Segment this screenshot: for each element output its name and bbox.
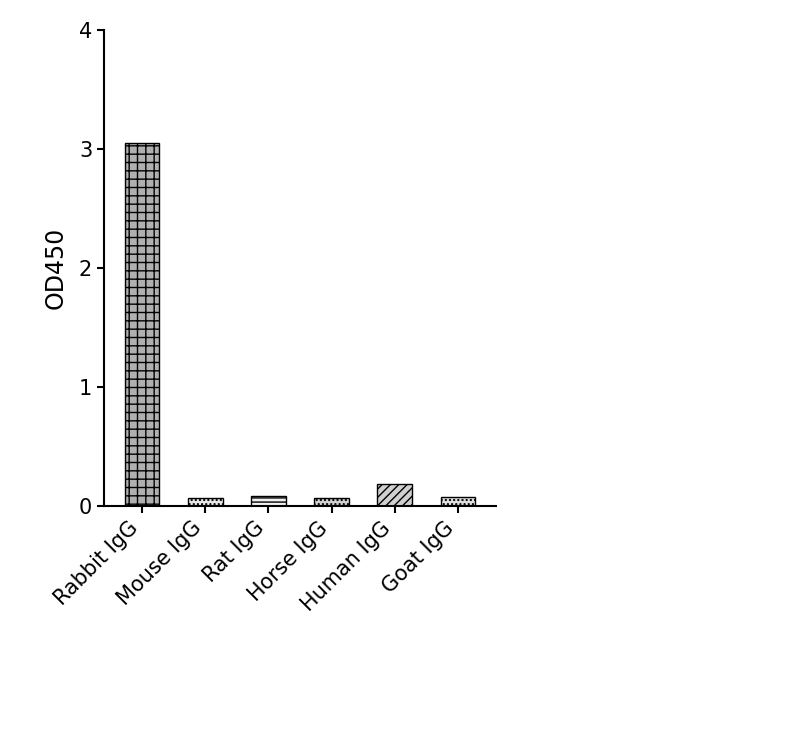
Bar bbox=[188, 498, 222, 506]
Bar bbox=[125, 143, 159, 506]
Y-axis label: OD450: OD450 bbox=[44, 227, 68, 309]
Bar bbox=[251, 496, 286, 506]
Bar bbox=[441, 497, 475, 506]
Bar bbox=[314, 498, 349, 506]
Bar bbox=[378, 484, 412, 506]
